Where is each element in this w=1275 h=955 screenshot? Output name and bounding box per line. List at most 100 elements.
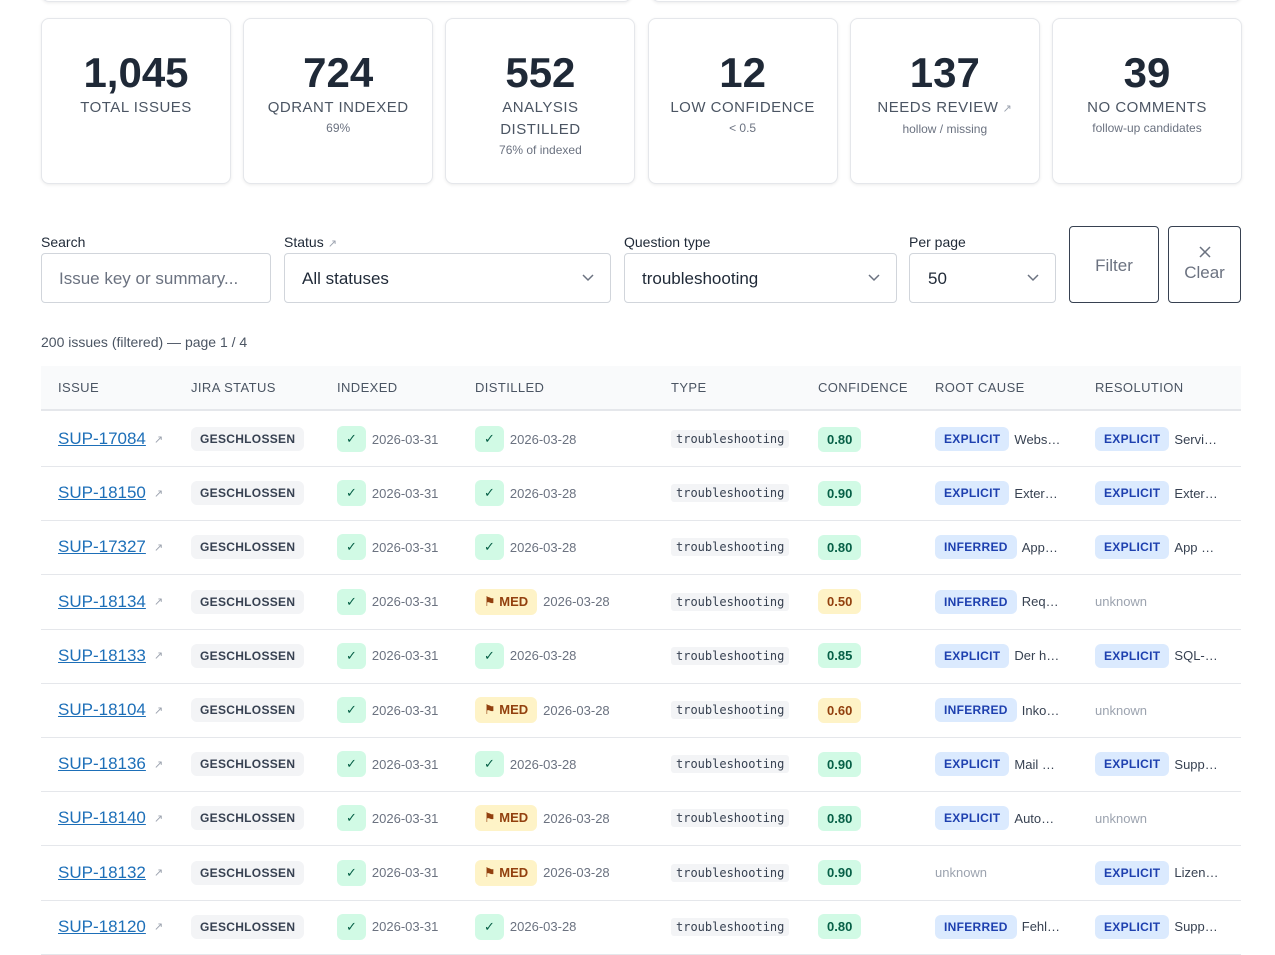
cell: GESCHLOSSEN xyxy=(191,629,305,683)
cell: ✓ 2026-03-28 xyxy=(475,900,576,954)
issue-link[interactable]: SUP-18132 xyxy=(58,862,146,882)
indexed-date: 2026-03-31 xyxy=(371,648,439,664)
resolution-tag: EXPLICIT xyxy=(1095,860,1170,885)
cell: GESCHLOSSEN xyxy=(191,520,305,574)
type-code: troubleshooting xyxy=(671,592,790,611)
issue-link[interactable]: SUP-18120 xyxy=(58,916,146,936)
cell: GESCHLOSSEN xyxy=(191,737,305,791)
per-page-select[interactable]: 50 xyxy=(909,253,1056,303)
cell: troubleshooting xyxy=(671,791,790,845)
issue-link[interactable]: SUP-18104 xyxy=(58,700,146,719)
issue-link[interactable]: SUP-18133 xyxy=(58,645,146,665)
column-header: ISSUE xyxy=(58,380,100,395)
cell: INFERRED Inko… xyxy=(935,683,1059,737)
cell: EXPLICIT App … xyxy=(1095,520,1214,574)
confidence-badge: 0.80 xyxy=(818,426,862,452)
cell: GESCHLOSSEN xyxy=(191,846,305,900)
stat-card: 1,045 TOTAL ISSUES xyxy=(41,18,231,184)
root-tag: EXPLICIT xyxy=(935,481,1010,506)
cell: SUP-18120 ↗ xyxy=(58,900,163,954)
cell: troubleshooting xyxy=(671,412,790,466)
column-header: JIRA STATUS xyxy=(191,380,276,395)
type-code: troubleshooting xyxy=(671,809,790,828)
status-badge: GESCHLOSSEN xyxy=(191,698,305,722)
stat-card: 137 NEEDS REVIEW ↗ hollow / missing xyxy=(849,18,1040,184)
resolution-text: SQL-… xyxy=(1174,648,1218,664)
distilled-badge: ⚑ MED xyxy=(475,805,538,832)
stat-sub: hollow / missing xyxy=(902,122,988,136)
indexed-date: 2026-03-31 xyxy=(371,919,439,935)
distilled-date: 2026-03-28 xyxy=(509,485,577,501)
stat-label-text: NEEDS REVIEW xyxy=(877,99,999,116)
root-tag: INFERRED xyxy=(935,589,1017,614)
cell: ✓ 2026-03-28 xyxy=(475,629,576,683)
issue-link[interactable]: SUP-18140 xyxy=(58,808,146,828)
root-tag: EXPLICIT xyxy=(935,643,1010,668)
cell: ⚑ MED 2026-03-28 xyxy=(475,791,610,845)
issue-link[interactable]: SUP-18136 xyxy=(58,754,146,774)
resolution-text: Lizen… xyxy=(1174,865,1219,881)
cell: EXPLICIT Exter… xyxy=(1095,466,1218,520)
root-tag: INFERRED xyxy=(935,698,1017,722)
status-select[interactable]: All statuses xyxy=(284,253,611,303)
type-select[interactable]: troubleshooting xyxy=(624,253,897,303)
resolution-tag: EXPLICIT xyxy=(1095,643,1170,668)
issue-link[interactable]: SUP-18150 xyxy=(58,483,146,503)
confidence-badge: 0.90 xyxy=(818,751,862,777)
indexed-badge: ✓ xyxy=(337,805,366,832)
indexed-badge: ✓ xyxy=(337,480,366,507)
clear-button[interactable]: Clear xyxy=(1168,226,1241,303)
cell: ✓ 2026-03-28 xyxy=(475,412,576,466)
cell: SUP-17327 ↗ xyxy=(58,520,163,574)
indexed-badge: ✓ xyxy=(337,913,366,940)
issue-link[interactable]: SUP-17084 xyxy=(58,429,146,448)
clear-icon xyxy=(1198,246,1211,258)
stat-value: 12 xyxy=(719,49,766,96)
table-row: SUP-18136 ↗ GESCHLOSSEN ✓ 2026-03-31 ✓ 2026-03… xyxy=(41,737,1241,793)
icon: ↗ xyxy=(153,433,164,446)
cell: EXPLICIT Der h… xyxy=(935,629,1059,683)
table-row: SUP-18104 ↗ GESCHLOSSEN ✓ 2026-03-31 ⚑ MED 202… xyxy=(41,683,1241,738)
stat-label: LOW CONFIDENCE xyxy=(649,97,837,119)
cell: ✓ 2026-03-31 xyxy=(337,737,438,791)
stat-value: 1,045 xyxy=(83,49,189,96)
stat-sub: 76% of indexed xyxy=(499,143,582,157)
distilled-badge: ⚑ MED xyxy=(475,588,538,615)
cell: ✓ 2026-03-31 xyxy=(337,683,438,737)
confidence-badge: 0.80 xyxy=(818,914,862,940)
issue-link[interactable]: SUP-18134 xyxy=(58,591,146,611)
cell: unknown xyxy=(1095,683,1147,737)
cell: GESCHLOSSEN xyxy=(191,683,305,737)
stat-label-text: LOW CONFIDENCE xyxy=(670,99,815,116)
indexed-date: 2026-03-31 xyxy=(371,865,439,881)
cell: ✓ 2026-03-31 xyxy=(337,412,438,466)
cell: 0.90 xyxy=(818,466,862,520)
stat-label: QDRANT INDEXED xyxy=(244,97,432,119)
indexed-date: 2026-03-31 xyxy=(371,702,439,718)
status-badge: GESCHLOSSEN xyxy=(191,860,305,885)
stat-label: ANALYSIS DISTILLED xyxy=(446,97,634,141)
table-row: SUP-18133 ↗ GESCHLOSSEN ✓ 2026-03-31 ✓ 2026-03… xyxy=(41,629,1241,684)
cell: troubleshooting xyxy=(671,466,790,520)
type-code: troubleshooting xyxy=(671,863,790,882)
icon: ↗ xyxy=(153,541,164,554)
chevron xyxy=(582,274,594,282)
icon: ↗ xyxy=(153,487,164,500)
confidence-badge: 0.60 xyxy=(818,697,862,723)
indexed-date: 2026-03-31 xyxy=(371,539,439,555)
cell: unknown xyxy=(935,846,987,900)
indexed-badge: ✓ xyxy=(337,426,366,452)
cell: SUP-18104 ↗ xyxy=(58,683,163,737)
icon: ↗ xyxy=(153,704,164,717)
icon: ↗ xyxy=(153,650,164,663)
cell: ⚑ MED 2026-03-28 xyxy=(475,683,610,737)
summary: 200 issues (filtered) — page 1 / 4 xyxy=(41,334,248,350)
distilled-badge: ⚑ MED xyxy=(475,859,538,886)
distilled-date: 2026-03-28 xyxy=(543,810,610,826)
select-value: 50 xyxy=(928,269,947,288)
distilled-date: 2026-03-28 xyxy=(543,702,610,718)
issue-link[interactable]: SUP-17327 xyxy=(58,537,146,557)
search-input[interactable]: Issue key or summary... xyxy=(41,253,271,303)
root-text: Inko… xyxy=(1021,702,1060,718)
filter-button[interactable]: Filter xyxy=(1069,226,1159,303)
